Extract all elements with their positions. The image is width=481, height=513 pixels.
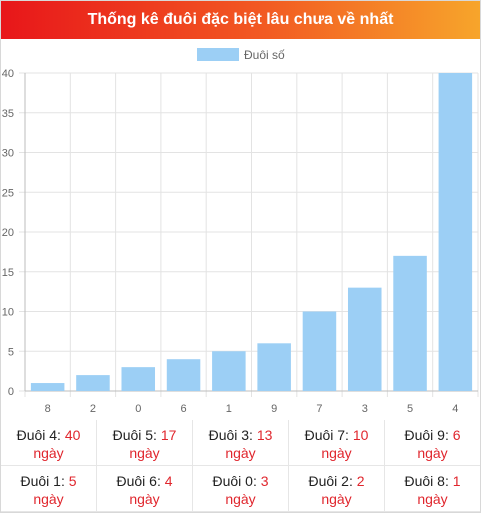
page-title: Thống kê đuôi đặc biệt lâu chưa về nhất	[1, 1, 480, 39]
stat-unit: ngày	[321, 445, 352, 461]
y-tick-label: 25	[2, 187, 14, 199]
bar-3[interactable]	[347, 287, 382, 391]
bar-1[interactable]	[212, 351, 246, 391]
x-axis-ticks: 8 2 0 6 1 9 7 3 5 4	[45, 403, 459, 415]
stat-cell: Đuôi 5: 17 ngày	[97, 420, 193, 466]
stat-unit: ngày	[321, 491, 352, 507]
bar-6[interactable]	[166, 359, 201, 391]
stat-unit: ngày	[417, 491, 448, 507]
legend[interactable]: Đuôi số	[197, 48, 285, 62]
stat-cell: Đuôi 8: 1 ngày	[385, 466, 480, 512]
y-tick-label: 35	[2, 108, 14, 120]
x-tick-label: 3	[362, 403, 368, 415]
stat-value: 17	[160, 427, 177, 443]
y-tick-label: 20	[2, 227, 14, 239]
x-tick-label: 1	[226, 403, 232, 415]
stat-cell: Đuôi 2: 2 ngày	[289, 466, 385, 512]
stat-label: Đuôi 9:	[404, 427, 453, 443]
stat-label: Đuôi 0:	[212, 473, 261, 489]
stat-cell: Đuôi 0: 3 ngày	[193, 466, 289, 512]
stat-cell: Đuôi 3: 13 ngày	[193, 420, 289, 466]
stat-value: 13	[256, 427, 273, 443]
stat-label: Đuôi 5:	[112, 427, 161, 443]
stat-label: Đuôi 1:	[20, 473, 69, 489]
stat-unit: ngày	[33, 491, 64, 507]
stat-unit: ngày	[129, 445, 160, 461]
bar-9[interactable]	[257, 343, 291, 391]
stat-label: Đuôi 8:	[404, 473, 453, 489]
stat-cell: Đuôi 4: 40 ngày	[1, 420, 97, 466]
x-tick-label: 4	[452, 403, 458, 415]
x-tick-label: 6	[180, 403, 186, 415]
stat-label: Đuôi 7:	[304, 427, 353, 443]
legend-label: Đuôi số	[244, 48, 285, 62]
x-tick-label: 9	[271, 403, 277, 415]
stats-row: Đuôi 4: 40 ngày Đuôi 5: 17 ngày Đuôi 3: 13 ng…	[1, 420, 480, 466]
stat-value: 5	[68, 473, 77, 489]
y-tick-label: 40	[2, 68, 14, 80]
bar-2[interactable]	[76, 375, 110, 391]
stat-value: 4	[164, 473, 173, 489]
bar-0[interactable]	[121, 367, 156, 391]
y-tick-label: 0	[8, 386, 14, 398]
bar-5[interactable]	[393, 255, 427, 391]
y-tick-label: 30	[2, 148, 14, 160]
stat-cell: Đuôi 1: 5 ngày	[1, 466, 97, 512]
stat-value: 6	[452, 427, 461, 443]
bar-7[interactable]	[302, 311, 337, 392]
legend-swatch	[197, 48, 239, 61]
y-tick-label: 5	[8, 346, 14, 358]
stat-unit: ngày	[225, 445, 256, 461]
stat-label: Đuôi 2:	[308, 473, 357, 489]
stat-cell: Đuôi 9: 6 ngày	[385, 420, 480, 466]
stat-value: 1	[452, 473, 461, 489]
stat-label: Đuôi 4:	[16, 427, 65, 443]
stat-unit: ngày	[417, 445, 448, 461]
bar-8[interactable]	[30, 383, 65, 391]
y-tick-label: 10	[2, 307, 14, 319]
stat-cell: Đuôi 6: 4 ngày	[97, 466, 193, 512]
stats-table: Đuôi 4: 40 ngày Đuôi 5: 17 ngày Đuôi 3: 13 ng…	[1, 420, 480, 512]
stats-row: Đuôi 1: 5 ngày Đuôi 6: 4 ngày Đuôi 0: 3 ngày Đ…	[1, 466, 480, 512]
x-tick-label: 2	[90, 403, 96, 415]
x-tick-label: 7	[316, 403, 322, 415]
stat-cell: Đuôi 7: 10 ngày	[289, 420, 385, 466]
y-axis-ticks: 0 5 10 15 20 25 30 35 40	[2, 68, 14, 398]
x-tick-label: 0	[135, 403, 141, 415]
x-tick-label: 8	[45, 403, 51, 415]
y-tick-label: 15	[2, 267, 14, 279]
stat-label: Đuôi 6:	[116, 473, 165, 489]
stat-unit: ngày	[129, 491, 160, 507]
stat-unit: ngày	[33, 445, 64, 461]
bars	[30, 73, 473, 392]
stat-value: 40	[64, 427, 81, 443]
stat-value: 3	[260, 473, 269, 489]
x-tick-label: 5	[407, 403, 413, 415]
bar-4[interactable]	[438, 73, 473, 391]
stat-unit: ngày	[225, 491, 256, 507]
stat-value: 10	[352, 427, 369, 443]
stat-label: Đuôi 3:	[208, 427, 257, 443]
stat-value: 2	[356, 473, 365, 489]
